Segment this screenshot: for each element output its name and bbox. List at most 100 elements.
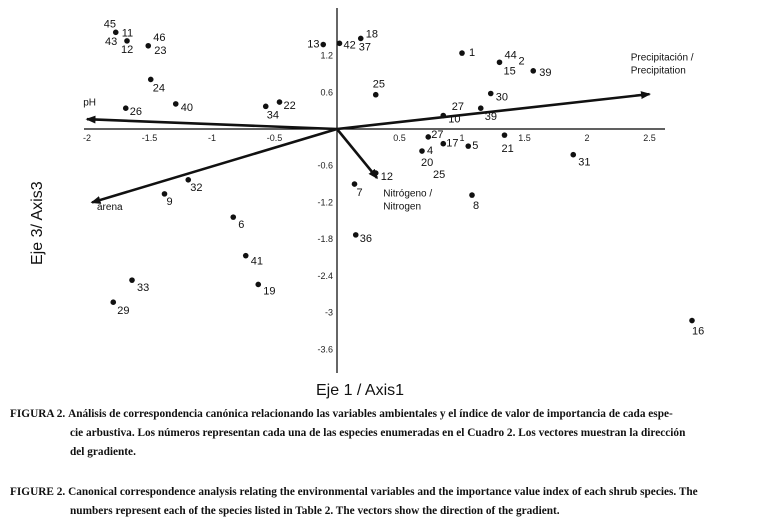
y-tick-label: -3.6 — [317, 344, 333, 354]
species-point — [465, 143, 472, 149]
species-point-label: 36 — [360, 233, 372, 245]
vector-label: pH — [83, 98, 96, 109]
species-point-label: 44 — [505, 49, 517, 61]
species-point — [425, 134, 432, 140]
species-point-label: 20 — [421, 157, 433, 169]
species-point-label: 37 — [359, 41, 371, 53]
species-point-label: 31 — [578, 157, 590, 169]
species-point-label: 30 — [496, 92, 508, 104]
species-point-label: 13 — [307, 39, 319, 51]
vector-arrow — [335, 128, 379, 180]
species-point-label: 12 — [121, 44, 133, 56]
species-point — [487, 90, 494, 97]
y-tick-label: -0.6 — [317, 161, 333, 171]
species-point — [145, 42, 152, 49]
species-point — [477, 105, 484, 111]
species-point-label: 18 — [366, 28, 378, 40]
caption-en-lead: FIGURE 2. — [10, 486, 66, 498]
species-point-label: 40 — [181, 102, 193, 114]
species-point-label: 8 — [473, 200, 479, 212]
species-point-label: 17 — [446, 138, 458, 150]
species-point — [440, 140, 447, 147]
species-point — [357, 35, 364, 42]
x-tick-label: 0.5 — [393, 133, 406, 143]
y-axis-label: Eje 3/ Axis3 — [29, 181, 46, 265]
vector-arrow — [85, 115, 338, 131]
species-point-label: 12 — [381, 171, 393, 183]
species-point-label: 39 — [539, 67, 551, 79]
species-point-label: 21 — [502, 143, 514, 155]
species-point — [255, 281, 262, 288]
species-point-label: 11 — [122, 27, 133, 39]
species-point — [230, 214, 237, 220]
x-axis-label: Eje 1 / Axis1 — [316, 382, 404, 399]
species-point-label: 6 — [238, 219, 244, 231]
species-point-label: 32 — [190, 182, 202, 194]
species-point-label: 27 — [452, 101, 464, 113]
species-point — [372, 91, 379, 98]
x-tick-label: -0.5 — [267, 133, 283, 143]
species-point — [262, 103, 269, 110]
species-point-label: 23 — [154, 45, 166, 57]
vector-arrow — [90, 127, 338, 204]
species-point-label: 7 — [357, 187, 363, 199]
species-point — [689, 317, 695, 324]
species-point — [530, 68, 537, 74]
x-tick-label: -1.5 — [142, 133, 158, 143]
caption-es-lead: FIGURA 2. — [10, 408, 66, 420]
y-tick-label: -2.4 — [317, 271, 333, 281]
species-point-label: 19 — [263, 285, 275, 297]
species-point — [570, 151, 577, 158]
species-point — [351, 181, 358, 187]
species-point — [172, 101, 179, 107]
vector-arrow — [336, 91, 651, 131]
y-tick-label: -1.2 — [317, 197, 333, 207]
species-point-label: 16 — [692, 326, 704, 338]
species-point-label: 4 — [427, 145, 433, 157]
species-point-label: 41 — [251, 256, 263, 268]
species-point — [501, 132, 508, 138]
caption-english: FIGURE 2. Canonical correspondence analy… — [10, 483, 760, 521]
caption-en-line1: Canonical correspondence analysis relati… — [68, 486, 698, 498]
species-point — [336, 40, 343, 47]
species-point — [110, 299, 117, 305]
vector-label: arena — [97, 202, 123, 213]
y-tick-label: -3 — [325, 308, 333, 318]
species-point — [459, 50, 465, 56]
species-point-label: 25 — [433, 169, 445, 181]
species-point — [124, 38, 130, 44]
species-point — [320, 41, 327, 48]
species-point-label: 26 — [130, 106, 142, 118]
y-tick-label: 0.6 — [320, 87, 333, 97]
x-tick-label: 1 — [459, 133, 464, 143]
species-point — [469, 192, 475, 198]
x-tick-label: 2.5 — [643, 133, 656, 143]
x-tick-label: 1.5 — [518, 133, 531, 143]
species-point — [112, 29, 119, 36]
tick-labels: -2 -1.5 -1 -0.5 0.5 1 1.5 2 2.5 1.2 0.6 -0.6 -1.2 -1.… — [83, 51, 656, 355]
species-point-label: 45 — [104, 18, 116, 30]
species-point-label: 22 — [284, 100, 296, 112]
species-point — [372, 170, 379, 176]
caption-en-line2: numbers represent each of the species li… — [70, 505, 560, 517]
caption-es-line2: cie arbustiva. Los números representan c… — [70, 427, 686, 439]
caption-es-line3: del gradiente. — [70, 446, 136, 458]
species-point — [122, 105, 129, 111]
species-point-label: 27 — [431, 129, 443, 141]
species-point — [440, 112, 447, 119]
species-point-label: 39 — [485, 111, 497, 123]
species-point-label: 9 — [167, 196, 173, 208]
species-point-label: 33 — [137, 282, 149, 294]
species-point — [496, 59, 503, 66]
species-point-label: 24 — [153, 82, 165, 94]
species-point — [242, 252, 249, 259]
cca-biplot: -2 -1.5 -1 -0.5 0.5 1 1.5 2 2.5 1.2 0.6 -0.6 -1.2 -1.… — [29, 8, 705, 399]
species-point-label: 34 — [267, 109, 279, 121]
vector-label: Nitrógeno / Nitrogen — [383, 188, 432, 212]
species-point — [147, 76, 154, 83]
vector-label: Precipitación / Precipitation — [631, 52, 694, 76]
caption-es-line1: Análisis de correspondencia canónica rel… — [68, 408, 673, 420]
x-tick-label: -2 — [83, 133, 91, 143]
species-point — [352, 232, 359, 238]
